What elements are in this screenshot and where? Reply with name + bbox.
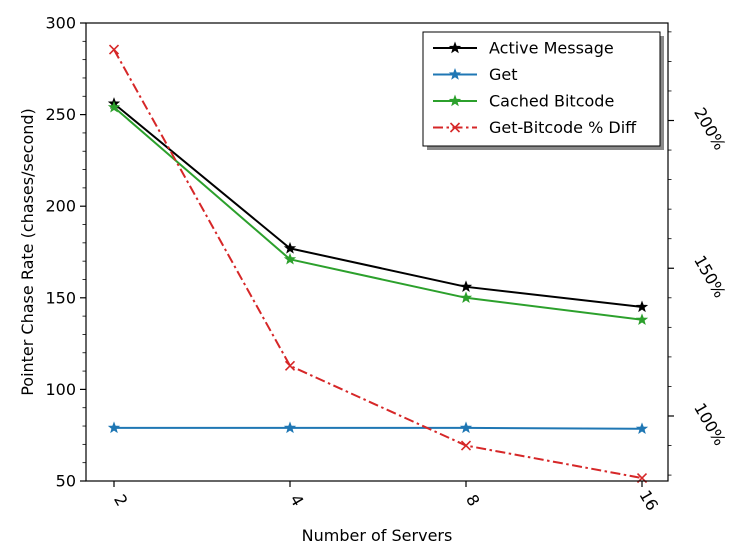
legend-marker bbox=[448, 94, 462, 107]
legend-marker bbox=[449, 122, 461, 133]
legend-item: Cached Bitcode bbox=[433, 92, 614, 111]
y-tick-label-300: 300 bbox=[45, 14, 76, 33]
data-point bbox=[284, 360, 296, 371]
series-line bbox=[113, 102, 643, 308]
y-tick-label-200: 200 bbox=[45, 197, 76, 216]
data-point bbox=[459, 421, 473, 434]
data-point bbox=[459, 280, 473, 293]
y2-tick-label-100: 100% bbox=[690, 400, 729, 449]
legend-item: Get-Bitcode % Diff bbox=[433, 118, 637, 137]
legend-label: Cached Bitcode bbox=[489, 92, 614, 111]
legend: Active Message Get Cached Bitcode Get-Bitco… bbox=[422, 31, 664, 150]
y-tick-label-100: 100 bbox=[45, 380, 76, 399]
y2-tick-label-150: 150% bbox=[690, 252, 729, 301]
data-point bbox=[283, 252, 297, 265]
series-3 bbox=[108, 44, 648, 484]
data-point bbox=[283, 421, 297, 434]
data-point bbox=[107, 100, 121, 113]
x-tick-label-8: 8 bbox=[462, 491, 484, 509]
legend-marker bbox=[448, 41, 462, 54]
data-point bbox=[460, 440, 472, 451]
legend-label: Get-Bitcode % Diff bbox=[489, 118, 637, 137]
series-line bbox=[113, 49, 643, 480]
series-2 bbox=[107, 100, 649, 326]
x-tick-label-2: 2 bbox=[110, 491, 132, 509]
legend-label: Get bbox=[489, 65, 518, 84]
series-line bbox=[113, 106, 643, 321]
data-point bbox=[107, 421, 121, 434]
x-tick-label-4: 4 bbox=[286, 491, 308, 509]
y-tick-label-50: 50 bbox=[56, 472, 76, 491]
legend-marker bbox=[448, 68, 462, 80]
data-point bbox=[108, 44, 120, 55]
data-point bbox=[283, 241, 297, 254]
data-point bbox=[635, 422, 649, 435]
series-1 bbox=[107, 421, 649, 435]
series-line bbox=[114, 426, 643, 430]
legend-item: Get bbox=[433, 65, 518, 84]
axes bbox=[85, 22, 669, 482]
x-axis-label: Number of Servers bbox=[302, 526, 453, 545]
y-tick-label-150: 150 bbox=[45, 288, 76, 307]
plot-area bbox=[107, 44, 649, 484]
legend-label: Active Message bbox=[489, 39, 614, 58]
data-point bbox=[635, 300, 649, 313]
data-point bbox=[459, 291, 473, 304]
plot-frame bbox=[85, 22, 669, 482]
data-point bbox=[635, 313, 649, 326]
y-axis-label: Pointer Chase Rate (chases/second) bbox=[18, 108, 37, 396]
y-tick-label-250: 250 bbox=[45, 105, 76, 124]
x-tick-label-16: 16 bbox=[635, 487, 662, 514]
y2-tick-label-200: 200% bbox=[690, 104, 729, 153]
legend-item: Active Message bbox=[433, 39, 614, 58]
